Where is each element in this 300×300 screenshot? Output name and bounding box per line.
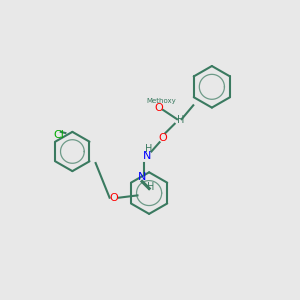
Text: Cl: Cl: [53, 130, 64, 140]
Text: N: N: [138, 172, 146, 182]
Text: O: O: [110, 193, 118, 203]
Text: H: H: [147, 182, 154, 192]
Text: N: N: [142, 151, 151, 161]
Text: Methoxy: Methoxy: [147, 98, 176, 104]
Text: H: H: [146, 143, 153, 154]
Text: O: O: [159, 133, 167, 142]
Text: H: H: [177, 115, 184, 125]
Text: O: O: [154, 103, 163, 112]
